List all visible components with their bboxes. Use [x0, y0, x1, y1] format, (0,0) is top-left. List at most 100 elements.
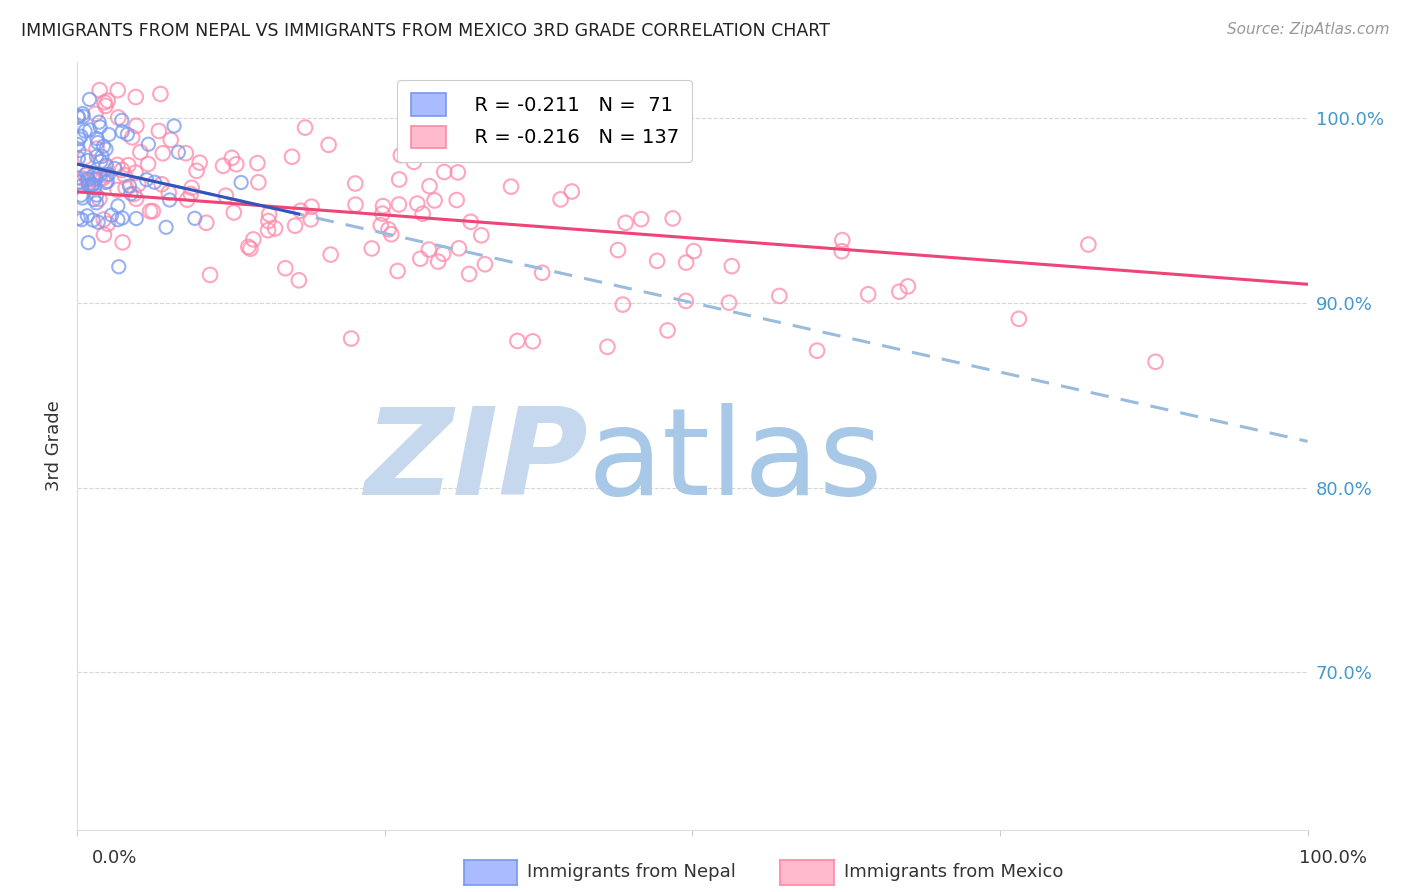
Point: [107, 260, 129, 274]
Point: [418, 243, 440, 257]
Point: [94, 175, 117, 189]
Text: 0.0%: 0.0%: [91, 849, 136, 867]
Point: [195, 216, 218, 230]
Point: [76, 209, 98, 223]
Point: [97, 217, 120, 231]
Point: [138, 137, 160, 152]
Point: [87, 136, 110, 150]
Point: [89, 120, 111, 134]
Point: [114, 168, 136, 182]
Point: [72, 191, 94, 205]
Point: [70, 129, 93, 144]
Point: [83, 193, 105, 207]
Point: [83, 181, 105, 195]
Point: [319, 247, 342, 261]
Point: [143, 175, 166, 189]
Point: [806, 343, 828, 358]
Point: [107, 83, 129, 97]
Point: [198, 268, 221, 282]
Point: [111, 125, 134, 139]
Point: [72, 171, 94, 186]
Point: [122, 187, 145, 202]
Text: IMMIGRANTS FROM NEPAL VS IMMIGRANTS FROM MEXICO 3RD GRADE CORRELATION CHART: IMMIGRANTS FROM NEPAL VS IMMIGRANTS FROM…: [21, 22, 830, 40]
Point: [717, 295, 740, 310]
Point: [596, 340, 619, 354]
Point: [76, 153, 98, 168]
Point: [100, 208, 122, 222]
Point: [125, 119, 148, 133]
Point: [125, 192, 148, 206]
Point: [87, 215, 110, 229]
Point: [433, 165, 456, 179]
Point: [661, 211, 683, 226]
Point: [159, 193, 181, 207]
Point: [136, 157, 159, 171]
Point: [257, 207, 280, 221]
Point: [117, 128, 139, 142]
Point: [1144, 355, 1167, 369]
Point: [645, 253, 668, 268]
Point: [70, 188, 93, 202]
Point: [257, 223, 280, 237]
Point: [97, 94, 120, 108]
Point: [174, 146, 197, 161]
Point: [284, 219, 307, 233]
Point: [104, 161, 127, 176]
Point: [432, 247, 454, 261]
Point: [77, 235, 100, 250]
Point: [299, 212, 322, 227]
Point: [340, 332, 363, 346]
Point: [67, 111, 90, 125]
Point: [148, 124, 170, 138]
Point: [294, 120, 316, 135]
Point: [67, 211, 90, 226]
Point: [447, 241, 470, 255]
Point: [114, 181, 136, 195]
Point: [470, 228, 492, 243]
Point: [522, 334, 544, 349]
Point: [79, 123, 101, 137]
Point: [180, 186, 202, 201]
Point: [127, 177, 149, 191]
Point: [371, 199, 394, 213]
Point: [1008, 311, 1031, 326]
Point: [281, 150, 304, 164]
Point: [246, 156, 269, 170]
Point: [215, 188, 238, 202]
Point: [75, 169, 97, 183]
Point: [222, 205, 245, 219]
Point: [1077, 237, 1099, 252]
Point: [163, 119, 186, 133]
Point: [150, 178, 173, 192]
Point: [257, 214, 280, 228]
Point: [105, 158, 128, 172]
Point: [86, 131, 108, 145]
Point: [86, 142, 108, 156]
Point: [129, 145, 152, 160]
Text: 100.0%: 100.0%: [1299, 849, 1367, 867]
Point: [90, 154, 112, 169]
Point: [93, 227, 115, 242]
Point: [107, 183, 129, 197]
Point: [389, 148, 412, 162]
Point: [380, 227, 402, 242]
Point: [66, 137, 89, 152]
Point: [82, 213, 104, 227]
Point: [186, 164, 208, 178]
Point: [370, 218, 392, 232]
Point: [142, 204, 165, 219]
Point: [550, 193, 572, 207]
Point: [499, 179, 522, 194]
Text: Source: ZipAtlas.com: Source: ZipAtlas.com: [1226, 22, 1389, 37]
Point: [72, 109, 94, 123]
Point: [856, 287, 879, 301]
Point: [406, 196, 429, 211]
Point: [107, 199, 129, 213]
Point: [221, 151, 243, 165]
Point: [377, 222, 399, 236]
Point: [474, 257, 496, 271]
Point: [70, 212, 93, 227]
Point: [86, 195, 108, 210]
Point: [83, 168, 105, 182]
Point: [84, 172, 107, 186]
